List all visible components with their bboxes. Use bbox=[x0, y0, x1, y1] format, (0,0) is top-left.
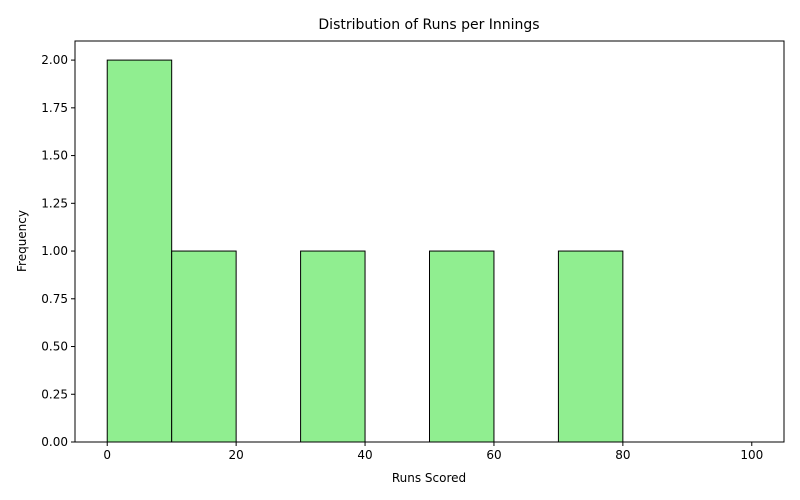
x-tick-label: 0 bbox=[103, 448, 111, 462]
histogram-bar-5 bbox=[429, 250, 495, 443]
chart-title: Distribution of Runs per Innings bbox=[318, 17, 539, 33]
histogram-bar-7 bbox=[557, 250, 624, 443]
y-tick-label: 0.75 bbox=[41, 292, 68, 306]
axes-frame bbox=[74, 40, 785, 443]
x-tick-label: 100 bbox=[740, 448, 763, 462]
x-tick-label: 60 bbox=[486, 448, 501, 462]
plot-area: 0 20 40 60 80 100 0.00 0.25 0.50 0.75 1.00 1.25 1.50… bbox=[41, 40, 785, 462]
y-tick-label: 1.00 bbox=[41, 244, 68, 258]
x-tick-label: 20 bbox=[228, 448, 243, 462]
y-tick-label: 1.75 bbox=[41, 101, 68, 115]
y-tick-label: 1.50 bbox=[41, 149, 68, 163]
y-tick-label: 0.50 bbox=[41, 340, 68, 354]
x-axis-label: Runs Scored bbox=[392, 471, 466, 485]
y-axis-label: Frequency bbox=[15, 210, 29, 272]
y-tick-label: 0.25 bbox=[41, 387, 68, 401]
y-tick-label: 0.00 bbox=[41, 435, 68, 449]
y-tick-label: 1.25 bbox=[41, 196, 68, 210]
histogram-bar-3 bbox=[300, 250, 366, 443]
histogram-bar-1 bbox=[171, 250, 237, 443]
x-tick-label: 40 bbox=[357, 448, 372, 462]
x-tick-label: 80 bbox=[615, 448, 630, 462]
histogram-bar-0 bbox=[106, 59, 173, 443]
y-tick-label: 2.00 bbox=[41, 53, 68, 67]
